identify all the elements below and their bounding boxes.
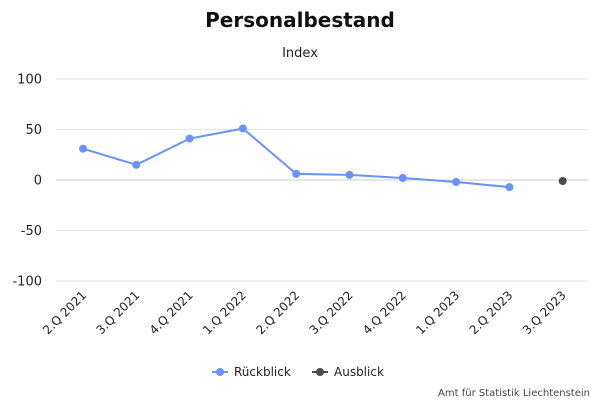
x-axis-tick-labels: 2.Q 2021 3.Q 2021 4.Q 2021 1.Q 2022 2.Q 2022… xyxy=(40,288,569,337)
y-tick-label: -100 xyxy=(12,275,42,290)
x-tick-label: 2.Q 2021 xyxy=(40,288,89,337)
y-axis-tick-labels: 100 50 0 -50 -100 xyxy=(12,73,42,290)
legend-ausblick-label: Ausblick xyxy=(334,365,384,379)
data-point[interactable] xyxy=(238,124,247,133)
x-tick-label: 1.Q 2023 xyxy=(413,288,462,337)
legend-rueckblick-marker-icon xyxy=(216,368,224,376)
legend-item-ausblick[interactable]: Ausblick xyxy=(312,365,384,379)
chart-subtitle: Index xyxy=(282,46,318,61)
x-tick-label: 3.Q 2021 xyxy=(93,288,142,337)
x-tick-label: 3.Q 2023 xyxy=(520,288,569,337)
series-line xyxy=(82,127,510,189)
legend-ausblick-marker-icon xyxy=(316,368,324,376)
chart-title: Personalbestand xyxy=(205,8,395,32)
legend-item-rueckblick[interactable]: Rückblick xyxy=(212,365,291,379)
legend: Rückblick Ausblick xyxy=(212,365,384,379)
x-tick-label: 4.Q 2022 xyxy=(360,288,409,337)
data-point[interactable] xyxy=(398,174,407,182)
data-point[interactable] xyxy=(132,160,141,169)
x-tick-label: 1.Q 2022 xyxy=(200,288,249,337)
y-tick-label: -50 xyxy=(21,224,42,239)
data-point[interactable] xyxy=(292,169,301,178)
series-rueckblick xyxy=(79,124,514,192)
x-tick-label: 2.Q 2023 xyxy=(467,288,516,337)
series-ausblick xyxy=(558,177,567,185)
y-tick-label: 50 xyxy=(25,123,42,138)
credit: Amt für Statistik Liechtenstein xyxy=(438,388,590,399)
data-point[interactable] xyxy=(185,134,194,143)
data-point[interactable] xyxy=(345,170,354,179)
data-point[interactable] xyxy=(558,177,567,185)
x-tick-label: 2.Q 2022 xyxy=(253,288,302,337)
legend-rueckblick-label: Rückblick xyxy=(234,365,291,379)
y-tick-label: 100 xyxy=(17,73,42,88)
series-plot-area xyxy=(79,124,567,192)
y-tick-label: 0 xyxy=(34,174,42,189)
data-point[interactable] xyxy=(79,144,87,153)
x-tick-label: 3.Q 2022 xyxy=(307,288,356,337)
grid-lines xyxy=(56,78,588,282)
data-point[interactable] xyxy=(505,183,514,192)
x-tick-label: 4.Q 2021 xyxy=(147,288,196,337)
data-point[interactable] xyxy=(452,178,461,186)
